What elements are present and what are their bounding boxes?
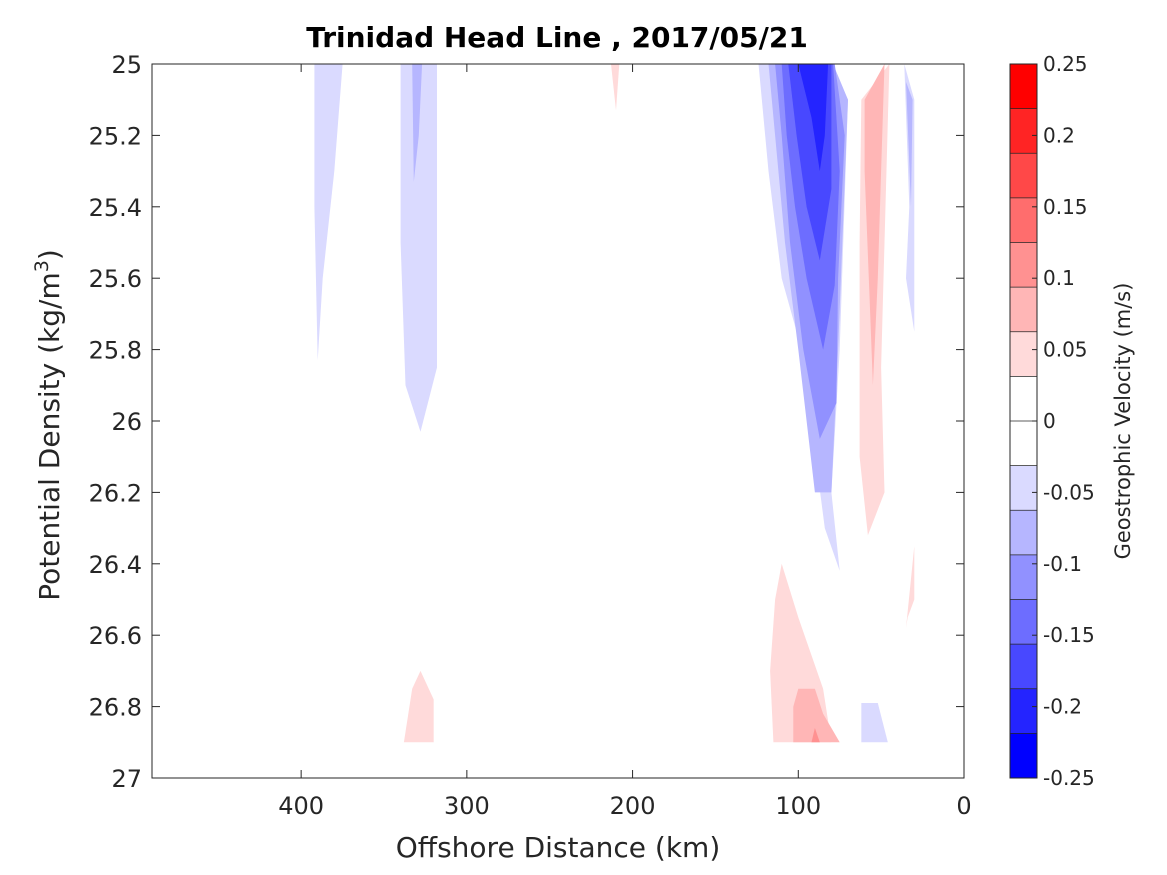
y-tick-label: 25.4 [89, 194, 142, 222]
contour-regions [314, 64, 915, 743]
colorbar-tick-label: 0.2 [1043, 123, 1075, 147]
y-axis-label-end: ) [33, 249, 66, 260]
colorbar-level [1010, 510, 1037, 556]
y-tick-label: 25.2 [89, 122, 142, 150]
x-tick-label: 200 [610, 792, 656, 820]
colorbar-tick-label: -0.25 [1043, 766, 1095, 790]
contour-region-offshore-weak-southward-390km [314, 64, 343, 361]
colorbar-tick-label: -0.05 [1043, 480, 1095, 504]
colorbar-level [1010, 688, 1037, 734]
colorbar-level [1010, 331, 1037, 377]
y-axis-label-sup: 3 [31, 260, 53, 272]
contour-region-deep-northward-lens-330km [403, 670, 434, 743]
colorbar-tick-label: 0 [1043, 409, 1056, 433]
colorbar-level [1010, 242, 1037, 288]
x-tick-label: 0 [956, 792, 971, 820]
colorbar-level [1010, 287, 1037, 333]
colorbar-level [1010, 108, 1037, 154]
colorbar-tick-label: -0.15 [1043, 623, 1095, 647]
chart-title: Trinidad Head Line , 2017/05/21 [306, 21, 808, 54]
contour-region-nearshore-southward-core [906, 81, 913, 207]
contour-region-weak-southward-330km [400, 64, 437, 432]
colorbar-level [1010, 153, 1037, 199]
colorbar-level [1010, 733, 1037, 779]
y-tick-label: 27 [111, 765, 142, 793]
colorbar-tick-label: 0.25 [1043, 52, 1088, 76]
contour-region-weak-northward-210km [611, 64, 620, 111]
colorbar-level [1010, 465, 1037, 511]
colorbar [1010, 64, 1037, 779]
colorbar-label: Geostrophic Velocity (m/s) [1111, 283, 1135, 560]
contour-region-deep-weak-northward-35km [906, 546, 915, 629]
colorbar-level [1010, 421, 1037, 467]
x-tick-label: 100 [775, 792, 821, 820]
x-axis-label: Offshore Distance (km) [396, 831, 721, 864]
y-tick-label: 25.6 [89, 265, 142, 293]
colorbar-level [1010, 64, 1037, 110]
contour-region-deep-northward-peak [811, 728, 820, 743]
colorbar-tick-label: -0.2 [1043, 695, 1082, 719]
colorbar-tick-label: -0.1 [1043, 552, 1082, 576]
y-tick-label: 26.4 [89, 551, 142, 579]
y-tick-label: 25 [111, 51, 142, 79]
y-tick-label: 26.8 [89, 694, 142, 722]
y-axis-label-main: Potential Density (kg/m [33, 272, 66, 601]
colorbar-ticks: 0.25 0.2 0.15 0.1 0.05 0 -0.05 -0.1 -0.15 -0.2 -0.… [1032, 52, 1095, 790]
y-axis-ticks: 25 25.2 25.4 25.6 25.8 26 26.2 26.4 26.6 26.8 27 [89, 51, 964, 793]
contour-region-deep-northward-core [793, 688, 840, 743]
colorbar-level [1010, 554, 1037, 600]
x-axis-ticks: 400 300 200 100 0 [278, 64, 972, 820]
contour-region-core-southward-330km [412, 64, 423, 182]
contour-region-jet-core-southward [798, 64, 829, 172]
contour-region-deep-weak-southward-60km [861, 703, 888, 743]
colorbar-tick-label: 0.1 [1043, 266, 1075, 290]
y-tick-label: 25.8 [89, 337, 142, 365]
y-tick-label: 26.6 [89, 622, 142, 650]
colorbar-tick-label: 0.05 [1043, 338, 1088, 362]
y-tick-label: 26 [111, 408, 142, 436]
colorbar-level [1010, 376, 1037, 422]
x-tick-label: 300 [444, 792, 490, 820]
colorbar-level [1010, 644, 1037, 690]
colorbar-level [1010, 599, 1037, 645]
colorbar-level [1010, 197, 1037, 243]
colorbar-tick-label: 0.15 [1043, 195, 1088, 219]
contour-region-nearshore-northward-core [864, 64, 885, 386]
y-tick-label: 26.2 [89, 479, 142, 507]
x-tick-label: 400 [278, 792, 324, 820]
y-axis-label: Potential Density (kg/m3) [31, 249, 66, 601]
